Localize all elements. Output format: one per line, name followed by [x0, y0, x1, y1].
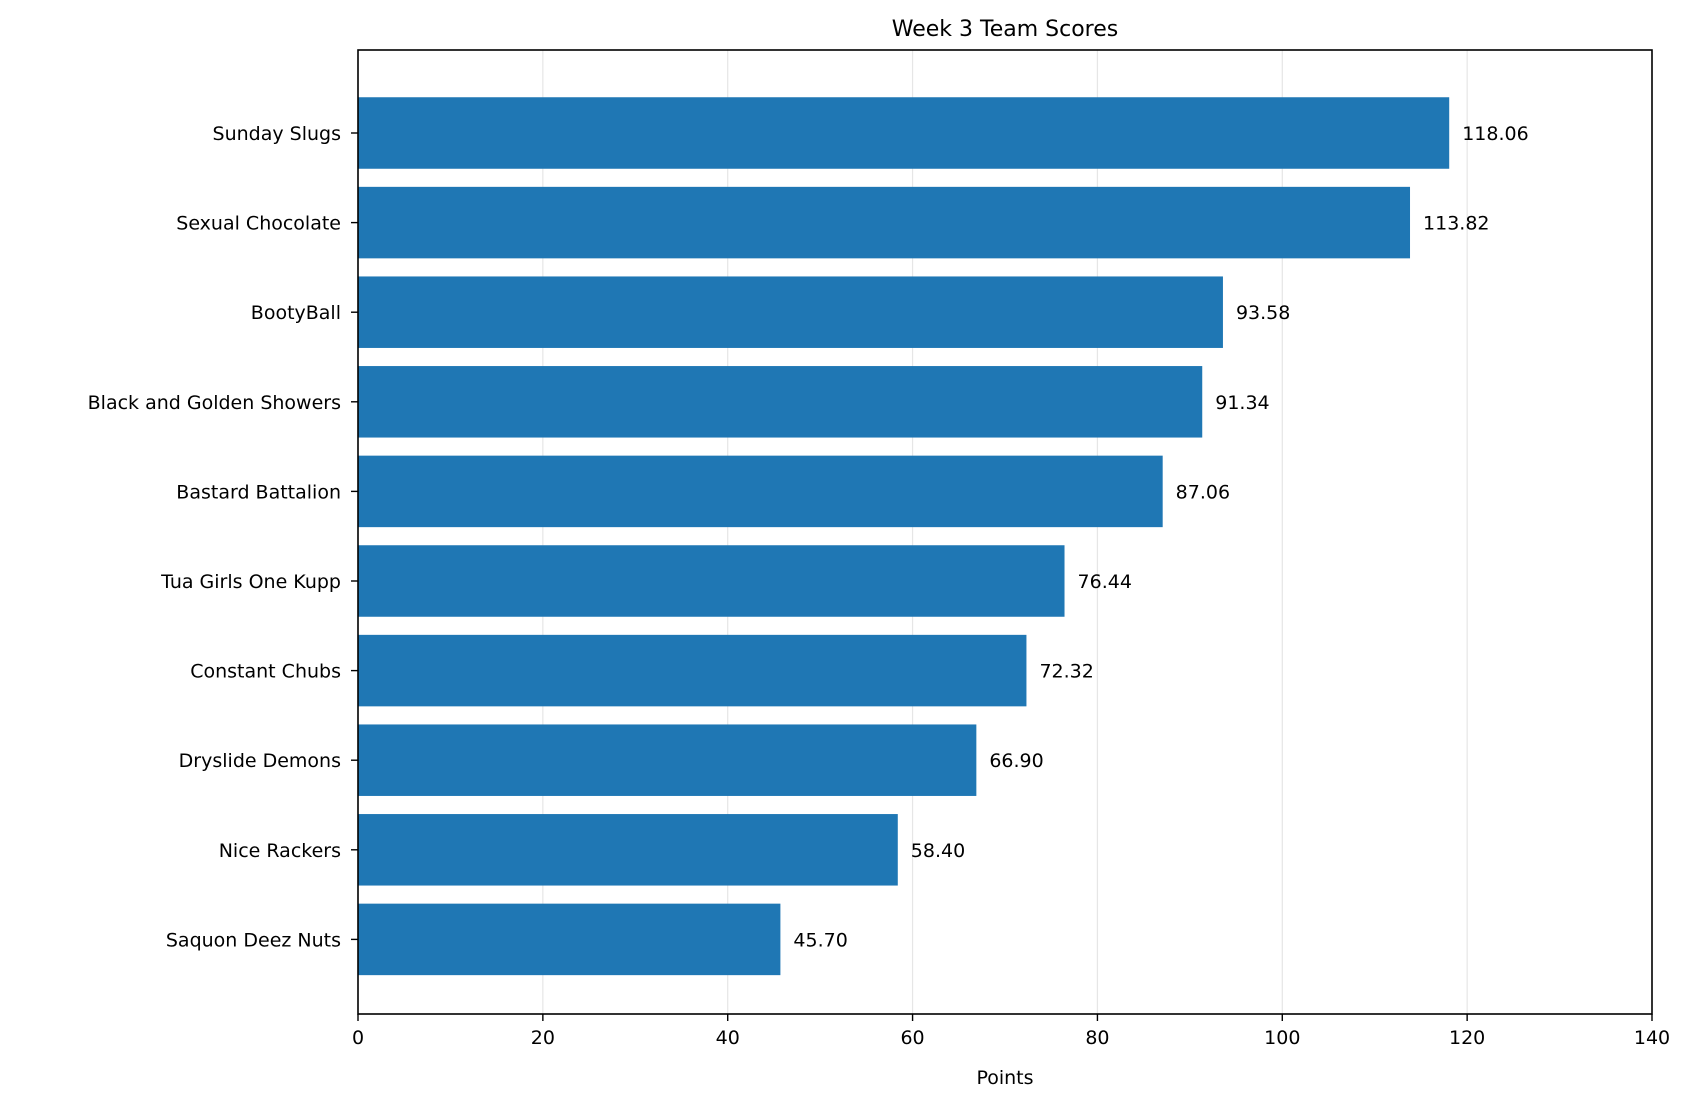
x-tick-label: 60	[900, 1027, 924, 1049]
y-tick-label: Bastard Battalion	[176, 481, 341, 503]
bar-value-label: 91.34	[1215, 392, 1269, 414]
bar	[358, 455, 1163, 528]
x-tick-label: 140	[1634, 1027, 1670, 1049]
x-tick-label: 120	[1449, 1027, 1485, 1049]
bar-value-label: 93.58	[1236, 302, 1290, 324]
y-axis: Sunday Slugs Sexual Chocolate BootyBall Bla…	[88, 123, 358, 951]
x-tick-label: 20	[531, 1027, 555, 1049]
bar	[358, 814, 898, 886]
bar	[358, 634, 1027, 707]
bar	[358, 97, 1450, 169]
bar-value-label: 113.82	[1423, 213, 1489, 235]
y-tick-label: Constant Chubs	[190, 661, 341, 683]
y-tick-label: Nice Rackers	[219, 840, 341, 862]
bar	[358, 545, 1065, 617]
bars	[358, 97, 1450, 976]
x-tick-label: 0	[352, 1027, 364, 1049]
y-tick-label: Saquon Deez Nuts	[166, 929, 341, 951]
y-tick-label: Dryslide Demons	[179, 750, 341, 772]
bar	[358, 903, 781, 976]
x-tick-label: 80	[1085, 1027, 1109, 1049]
x-axis: 0 20 40 60 80 100 120 140	[352, 1014, 1670, 1049]
bar	[358, 724, 977, 796]
y-tick-label: Sunday Slugs	[213, 123, 341, 145]
y-tick-label: Black and Golden Showers	[88, 392, 341, 414]
value-labels: 118.06 113.82 93.58 91.34 87.06 76.44 72.32 66.…	[793, 123, 1528, 951]
bar	[358, 276, 1223, 348]
x-tick-label: 100	[1264, 1027, 1300, 1049]
bar-value-label: 72.32	[1039, 661, 1093, 683]
plot-frame	[357, 49, 1653, 1015]
bar	[358, 366, 1203, 438]
bar-value-label: 45.70	[793, 929, 847, 951]
bar-value-label: 58.40	[911, 840, 965, 862]
bar-value-label: 118.06	[1462, 123, 1528, 145]
bar	[358, 186, 1411, 259]
x-axis-label: Points	[976, 1067, 1033, 1089]
bar-value-label: 76.44	[1078, 571, 1132, 593]
y-tick-label: Sexual Chocolate	[176, 213, 341, 235]
bar-value-label: 66.90	[989, 750, 1043, 772]
bar-value-label: 87.06	[1176, 481, 1230, 503]
x-tick-label: 40	[716, 1027, 740, 1049]
y-tick-label: BootyBall	[251, 302, 341, 324]
y-tick-label: Tua Girls One Kupp	[160, 571, 341, 593]
chart-title: Week 3 Team Scores	[892, 17, 1118, 42]
